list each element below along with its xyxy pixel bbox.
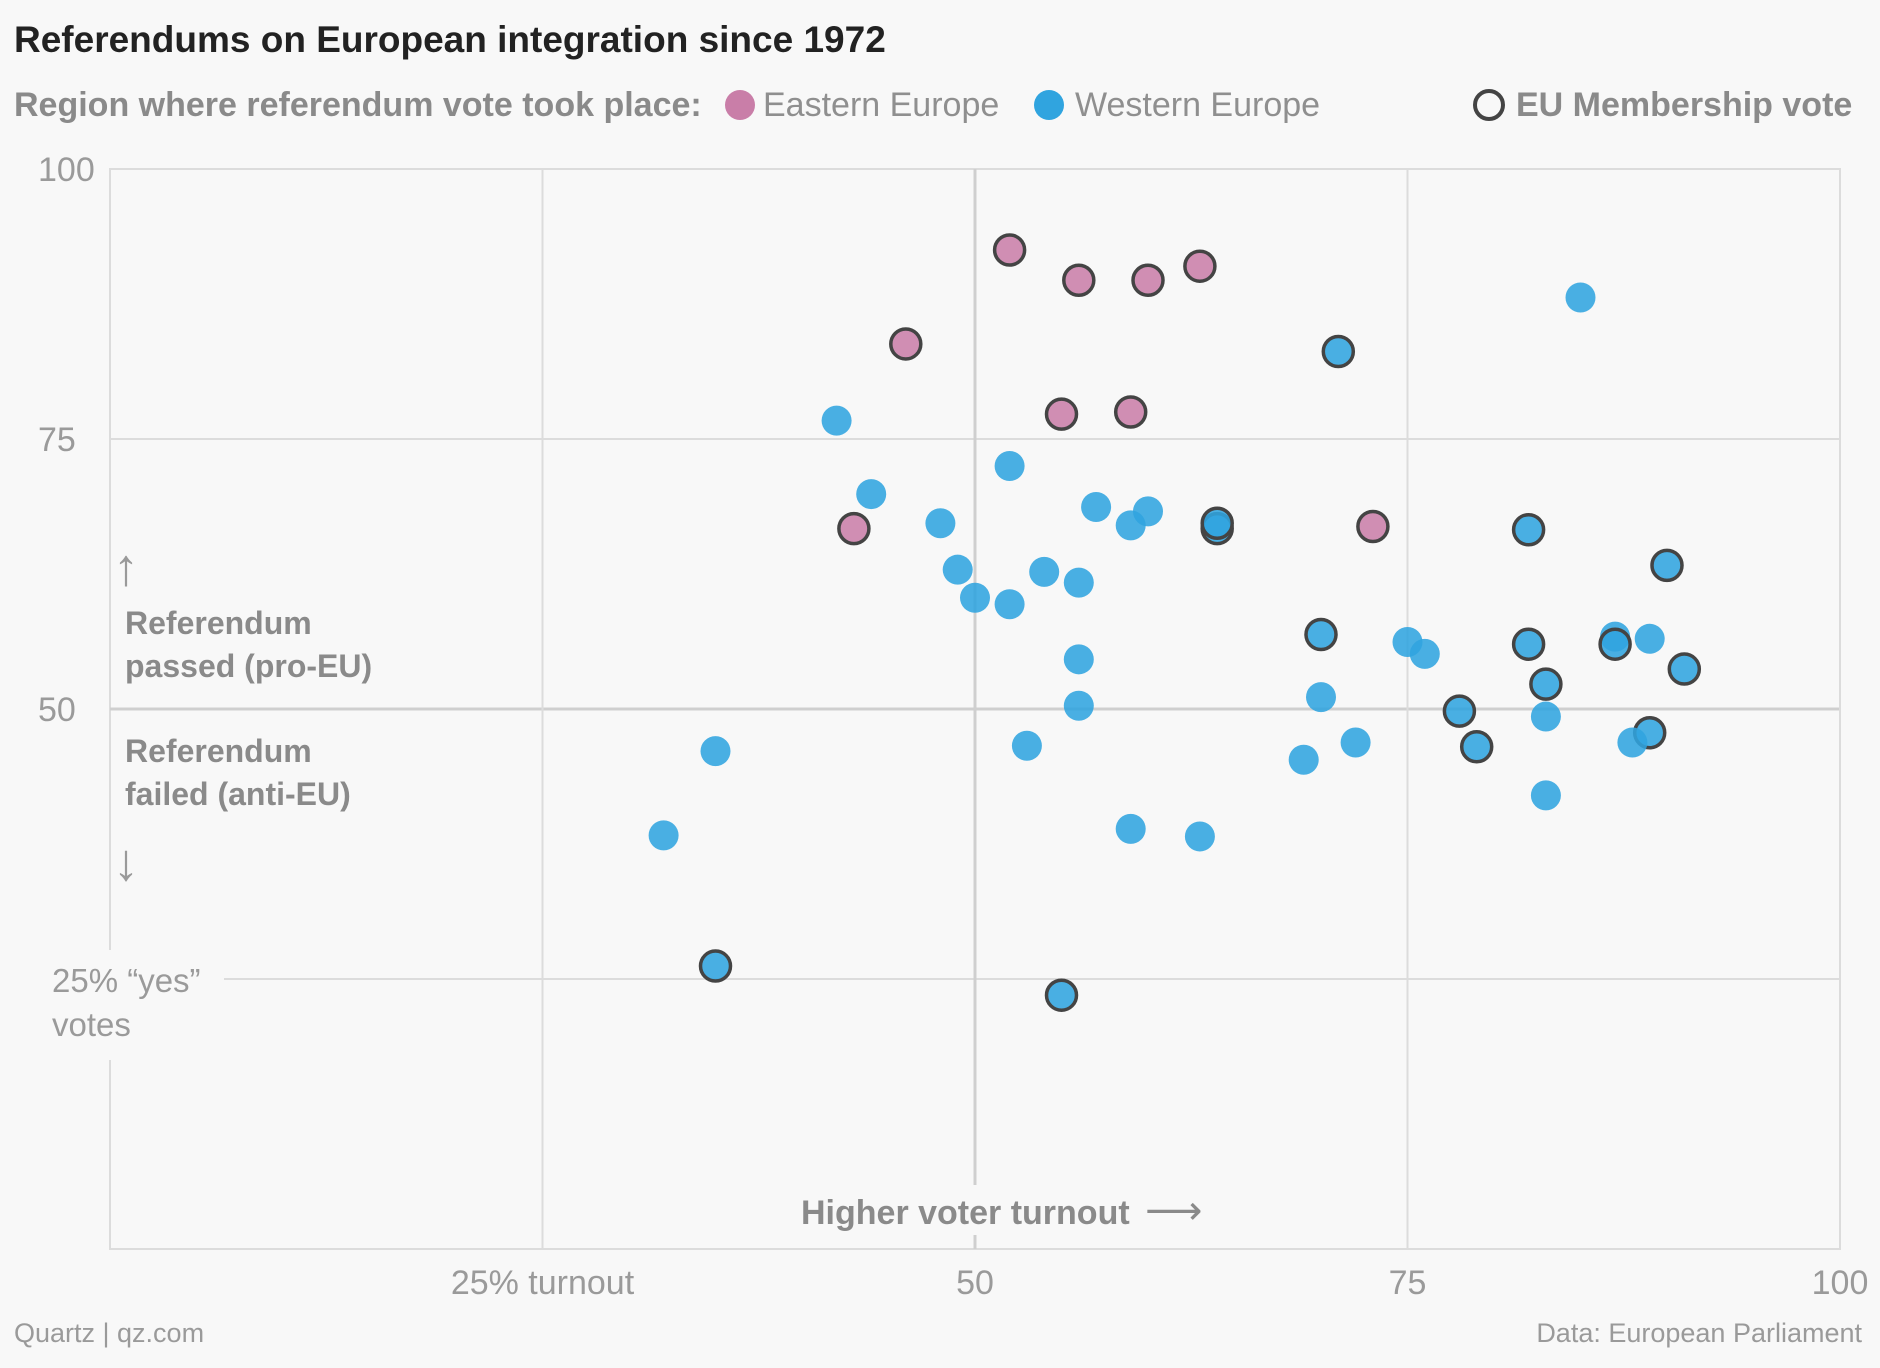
eastern-point-3 <box>1183 249 1217 283</box>
western-point-2 <box>821 405 852 436</box>
failed-arrow-icon: ↓ <box>113 834 139 892</box>
x-tick-label-50: 50 <box>956 1264 994 1302</box>
western-point-35 <box>1459 730 1494 764</box>
western-point-44 <box>1044 978 1079 1012</box>
y-tick-label-25-votes: votes <box>52 1006 131 1043</box>
western-point-18 <box>1304 617 1338 652</box>
legend: Region where referendum vote took place:… <box>14 86 1852 124</box>
western-point-10 <box>1200 506 1234 540</box>
legend-eastern-swatch <box>725 90 755 120</box>
legend-membership-swatch <box>1473 89 1505 121</box>
eastern-point-4 <box>889 327 923 361</box>
legend-eastern-label: Eastern Europe <box>763 86 999 124</box>
western-point-16 <box>960 582 990 613</box>
western-point-11 <box>1511 512 1546 547</box>
western-point-29 <box>1063 690 1094 721</box>
plot-grid <box>109 168 1841 1250</box>
western-point-21 <box>1511 627 1546 661</box>
chart-title: Referendums on European integration sinc… <box>14 19 886 60</box>
passed-label-2: passed (pro-EU) <box>125 648 372 684</box>
failed-label-2: failed (anti-EU) <box>125 776 351 812</box>
western-point-20 <box>1409 638 1440 669</box>
western-point-8 <box>1133 496 1163 527</box>
western-point-6 <box>925 508 956 539</box>
western-point-5 <box>1081 492 1112 523</box>
western-point-40 <box>1115 813 1146 844</box>
eastern-point-6 <box>1113 395 1148 429</box>
western-point-1 <box>1321 334 1356 369</box>
western-point-27 <box>1529 667 1563 701</box>
western-point-3 <box>994 451 1025 481</box>
footer-source-right: Data: European Parliament <box>1536 1318 1862 1348</box>
legend-western-swatch <box>1034 90 1064 120</box>
y-annotations: ↑ Referendum passed (pro-EU) Referendum … <box>48 539 372 1060</box>
scatter-points <box>648 233 1702 1012</box>
legend-lead: Region where referendum vote took place: <box>14 86 702 124</box>
yes-label-bg <box>48 950 224 1060</box>
western-point-17 <box>994 589 1025 620</box>
western-point-42 <box>648 820 679 851</box>
western-point-25 <box>1667 652 1702 686</box>
western-point-15 <box>1063 567 1094 598</box>
western-point-28 <box>1306 682 1336 713</box>
x-annotation: Higher voter turnout ⟶ <box>790 1185 1230 1235</box>
western-point-23 <box>1598 627 1632 661</box>
western-point-33 <box>1617 727 1648 758</box>
y-tick-label-75: 75 <box>38 421 76 459</box>
western-point-24 <box>1634 623 1665 654</box>
eastern-point-8 <box>1356 509 1390 544</box>
western-point-43 <box>698 949 733 983</box>
western-point-14 <box>1029 556 1060 587</box>
western-point-34 <box>1340 727 1371 758</box>
eastern-point-7 <box>837 511 871 546</box>
western-point-31 <box>1530 701 1561 732</box>
eastern-point-5 <box>1044 397 1079 431</box>
y-tick-label-50: 50 <box>38 691 76 729</box>
eastern-point-1 <box>1062 263 1096 297</box>
turnout-label-bg <box>790 1185 1230 1235</box>
failed-label-1: Referendum <box>125 733 312 769</box>
passed-label-1: Referendum <box>125 605 312 641</box>
western-point-12 <box>1650 548 1684 583</box>
western-point-37 <box>700 736 731 767</box>
western-point-36 <box>1011 730 1042 761</box>
eastern-point-0 <box>992 233 1027 267</box>
western-point-30 <box>1442 694 1477 728</box>
western-point-0 <box>1565 282 1596 313</box>
legend-western-label: Western Europe <box>1075 86 1320 124</box>
y-tick-label-25: 25% “yes” <box>52 962 201 999</box>
eastern-point-2 <box>1131 263 1165 297</box>
axis-ticks: 25% turnout 50 75 100 50 75 100 <box>38 151 1868 1302</box>
x-tick-label-100: 100 <box>1812 1264 1869 1302</box>
western-point-38 <box>1288 744 1319 775</box>
western-point-39 <box>1530 780 1561 811</box>
legend-membership-label: EU Membership vote <box>1516 86 1852 124</box>
passed-arrow-icon: ↑ <box>113 539 139 597</box>
western-point-26 <box>1063 644 1094 675</box>
turnout-arrow-icon: ⟶ <box>1145 1189 1202 1233</box>
x-tick-label-75: 75 <box>1389 1264 1427 1302</box>
turnout-label: Higher voter turnout <box>801 1194 1130 1232</box>
western-point-41 <box>1184 821 1215 852</box>
western-point-4 <box>856 479 887 510</box>
x-tick-label-25: 25% turnout <box>451 1264 635 1302</box>
western-point-13 <box>942 554 973 585</box>
footer-source-left: Quartz | qz.com <box>14 1318 204 1348</box>
y-tick-label-100: 100 <box>38 151 95 189</box>
